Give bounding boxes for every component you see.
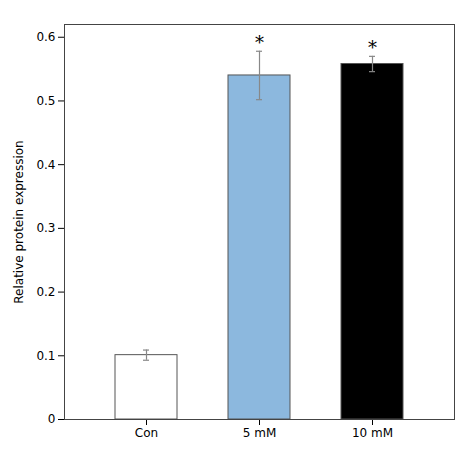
svg-text:5 mM: 5 mM	[243, 426, 277, 440]
svg-text:10 mM: 10 mM	[352, 426, 393, 440]
svg-text:0.3: 0.3	[36, 221, 55, 235]
svg-text:0.4: 0.4	[36, 158, 55, 172]
svg-text:Con: Con	[135, 426, 158, 440]
svg-text:0.6: 0.6	[36, 30, 55, 44]
svg-text:*: *	[255, 32, 264, 53]
svg-text:0: 0	[48, 412, 56, 426]
svg-text:0.5: 0.5	[36, 94, 55, 108]
svg-text:0.2: 0.2	[36, 285, 55, 299]
svg-text:0.1: 0.1	[36, 349, 55, 363]
svg-text:Relative protein expression: Relative protein expression	[12, 140, 26, 303]
svg-text:*: *	[368, 37, 377, 58]
